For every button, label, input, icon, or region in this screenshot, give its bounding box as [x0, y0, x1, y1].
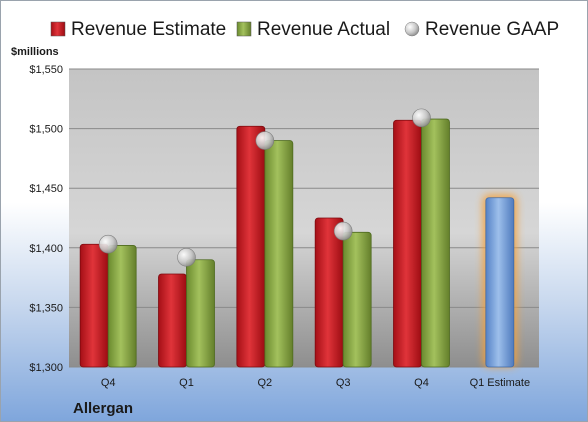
gaap-markers — [98, 108, 431, 267]
marker-revenue-gaap — [177, 248, 196, 267]
marker-revenue-gaap — [98, 234, 118, 254]
x-tick-label: Q4 — [101, 377, 116, 389]
y-tick-label: $1,300 — [29, 362, 63, 374]
bar-revenue-actual — [421, 118, 450, 368]
x-tick-label: Q1 — [179, 377, 194, 389]
legend-label: Revenue Actual — [257, 19, 390, 40]
marker-revenue-gaap — [333, 221, 353, 241]
plot-area — [69, 69, 539, 367]
marker-revenue-gaap — [412, 108, 431, 128]
x-tick-label: Q1 Estimate — [470, 377, 531, 389]
bar-revenue-estimate — [236, 125, 266, 368]
legend: Revenue Estimate Revenue Actual Revenue GA… — [50, 19, 559, 40]
x-tick-label: Q2 — [257, 377, 272, 389]
y-tick-label: $1,450 — [29, 183, 63, 195]
company-name: Allergan — [73, 400, 133, 417]
marker-revenue-gaap — [255, 131, 275, 150]
bar-revenue-actual — [186, 259, 215, 368]
bar-revenue-actual — [107, 245, 137, 368]
x-axis-ticks: Q4 Q1 Q2 Q3 Q4 Q1 Estimate — [101, 377, 530, 389]
y-tick-label: $1,550 — [29, 64, 63, 76]
x-tick-label: Q3 — [336, 377, 351, 389]
bar-revenue-estimate — [158, 273, 187, 368]
legend-swatch — [50, 21, 66, 37]
legend-label: Revenue GAAP — [425, 19, 559, 40]
bar-revenue-estimate — [393, 119, 422, 368]
x-tick-label: Q4 — [414, 377, 429, 389]
y-tick-label: $1,400 — [29, 243, 63, 255]
legend-swatch — [404, 21, 420, 37]
bar-q1-estimate — [485, 197, 515, 368]
bars — [79, 118, 517, 368]
legend-label: Revenue Estimate — [71, 19, 226, 40]
bar-revenue-estimate — [79, 243, 109, 368]
y-tick-label: $1,350 — [29, 302, 63, 314]
bar-revenue-estimate — [314, 217, 344, 368]
y-unit-label: $millions — [11, 46, 59, 58]
y-axis-ticks: $1,300 $1,350 $1,400 $1,450 $1,500 $1,550 — [29, 64, 63, 374]
legend-swatch — [236, 21, 252, 37]
bar-revenue-actual — [264, 140, 294, 368]
gridlines — [69, 68, 539, 368]
bar-revenue-actual — [342, 231, 372, 368]
y-tick-label: $1,500 — [29, 124, 63, 136]
